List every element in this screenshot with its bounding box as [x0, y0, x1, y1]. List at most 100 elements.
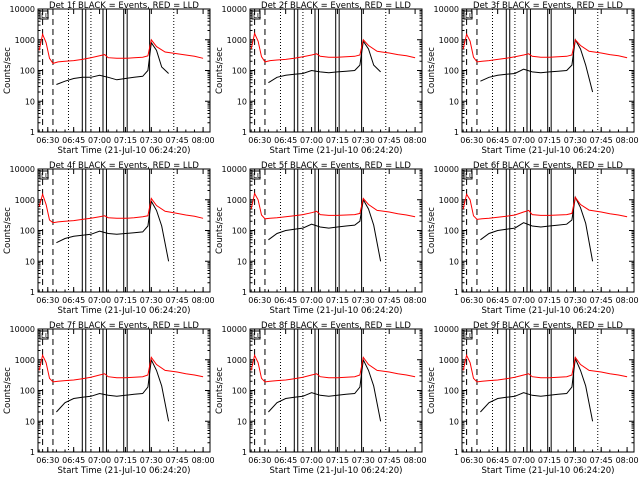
y-tick-label: 1000 — [227, 196, 247, 205]
panel-det-5: Det 5f BLACK = Events, RED = LLD 1 10 100 10… — [215, 161, 427, 316]
x-tick-label: 06:45 — [62, 296, 85, 305]
y-tick-label: 10 — [237, 417, 247, 426]
y-tick-label: 1 — [30, 448, 35, 457]
y-tick-label: 10 — [25, 417, 35, 426]
y-axis-label: Counts/sec — [3, 367, 13, 414]
y-tick-label: 10 — [449, 417, 459, 426]
x-tick-label: 07:30 — [564, 456, 587, 465]
panel-title: Det 4f BLACK = Events, RED = LLD — [49, 161, 199, 171]
y-tick-label: 1000 — [439, 356, 459, 365]
x-tick-label: 07:15 — [326, 456, 349, 465]
y-tick-label: 1000 — [439, 36, 459, 45]
x-tick-label: 08:00 — [192, 296, 215, 305]
y-tick-label: 10 — [237, 257, 247, 266]
panel-title: Det 3f BLACK = Events, RED = LLD — [473, 1, 623, 11]
x-tick-label: 07:00 — [512, 296, 535, 305]
series-line-events — [56, 41, 169, 85]
series-line-events — [268, 358, 382, 422]
y-tick-label: 100 — [444, 227, 459, 236]
x-tick-label: 07:15 — [326, 296, 349, 305]
x-tick-label: 07:15 — [538, 136, 561, 145]
series-line-lld — [38, 32, 204, 64]
x-tick-label: 06:30 — [460, 456, 483, 465]
y-tick-label: 100 — [232, 227, 247, 236]
x-tick-label: 06:30 — [460, 136, 483, 145]
series-line-events — [480, 356, 594, 422]
y-tick-label: 10 — [237, 97, 247, 106]
legend-label: LL — [253, 12, 261, 20]
x-tick-label: 08:00 — [192, 136, 215, 145]
series-line-events — [56, 199, 170, 262]
series-line-lld — [250, 31, 416, 63]
x-tick-label: 06:30 — [36, 296, 59, 305]
y-tick-label: 1 — [242, 448, 247, 457]
series-line-events — [268, 198, 382, 262]
x-tick-label: 07:45 — [166, 296, 189, 305]
panel-title: Det 7f BLACK = Events, RED = LLD — [49, 321, 199, 331]
y-tick-label: 100 — [20, 387, 35, 396]
x-axis-label: Start Time (21-Jul-10 06:24:20) — [58, 306, 191, 316]
x-tick-label: 06:45 — [486, 136, 509, 145]
x-tick-label: 08:00 — [404, 456, 427, 465]
legend-box — [463, 170, 473, 180]
y-tick-label: 1 — [242, 128, 247, 137]
y-axis-label: Counts/sec — [427, 47, 437, 94]
y-tick-label: 10 — [449, 257, 459, 266]
panel-det-6: Det 6f BLACK = Events, RED = LLD 1 10 100 10… — [427, 161, 639, 316]
x-tick-label: 07:15 — [538, 456, 561, 465]
x-tick-label: 06:30 — [248, 136, 271, 145]
y-tick-label: 1000 — [15, 36, 35, 45]
series-line-lld — [462, 193, 628, 220]
x-tick-label: 07:00 — [512, 136, 535, 145]
x-tick-label: 07:30 — [140, 296, 163, 305]
y-axis-label: Counts/sec — [215, 207, 225, 254]
x-tick-label: 07:00 — [300, 296, 323, 305]
series-line-events — [56, 358, 170, 422]
panel-title: Det 5f BLACK = Events, RED = LLD — [261, 161, 411, 171]
y-tick-label: 10000 — [434, 5, 459, 14]
x-tick-label: 07:45 — [378, 296, 401, 305]
x-tick-label: 08:00 — [616, 456, 639, 465]
series-line-events — [480, 195, 594, 262]
legend-box — [251, 170, 261, 180]
y-tick-label: 10000 — [10, 325, 35, 334]
legend-label: LL — [465, 12, 473, 20]
legend-box — [463, 330, 473, 340]
x-tick-label: 07:45 — [590, 296, 613, 305]
legend-label: LL — [41, 172, 49, 180]
x-tick-label: 06:45 — [274, 296, 297, 305]
y-tick-label: 1000 — [227, 36, 247, 45]
y-tick-label: 1 — [454, 128, 459, 137]
x-axis-label: Start Time (21-Jul-10 06:24:20) — [482, 466, 615, 476]
series-line-lld — [250, 192, 416, 220]
legend-label: LL — [253, 332, 261, 340]
x-tick-label: 06:45 — [486, 296, 509, 305]
x-tick-label: 06:30 — [36, 456, 59, 465]
x-tick-label: 07:45 — [378, 456, 401, 465]
x-tick-label: 07:30 — [352, 136, 375, 145]
x-tick-label: 06:30 — [460, 296, 483, 305]
x-tick-label: 06:45 — [274, 136, 297, 145]
y-axis-label: Counts/sec — [427, 207, 437, 254]
y-tick-label: 10000 — [222, 165, 247, 174]
legend-label: LL — [41, 332, 49, 340]
y-tick-label: 1 — [454, 448, 459, 457]
y-tick-label: 10000 — [222, 325, 247, 334]
x-tick-label: 06:30 — [248, 456, 271, 465]
x-tick-label: 07:45 — [378, 136, 401, 145]
x-tick-label: 08:00 — [616, 296, 639, 305]
x-tick-label: 08:00 — [404, 296, 427, 305]
x-tick-label: 07:45 — [590, 136, 613, 145]
series-line-lld — [250, 353, 416, 383]
y-tick-label: 1 — [242, 288, 247, 297]
y-tick-label: 10000 — [434, 325, 459, 334]
panel-det-7: Det 7f BLACK = Events, RED = LLD 1 10 100 10… — [3, 321, 215, 476]
y-tick-label: 10 — [25, 97, 35, 106]
y-tick-label: 1 — [30, 128, 35, 137]
panel-det-8: Det 8f BLACK = Events, RED = LLD 1 10 100 10… — [215, 321, 427, 476]
y-tick-label: 100 — [232, 387, 247, 396]
y-tick-label: 10 — [449, 97, 459, 106]
x-tick-label: 07:15 — [326, 136, 349, 145]
x-axis-label: Start Time (21-Jul-10 06:24:20) — [270, 466, 403, 476]
